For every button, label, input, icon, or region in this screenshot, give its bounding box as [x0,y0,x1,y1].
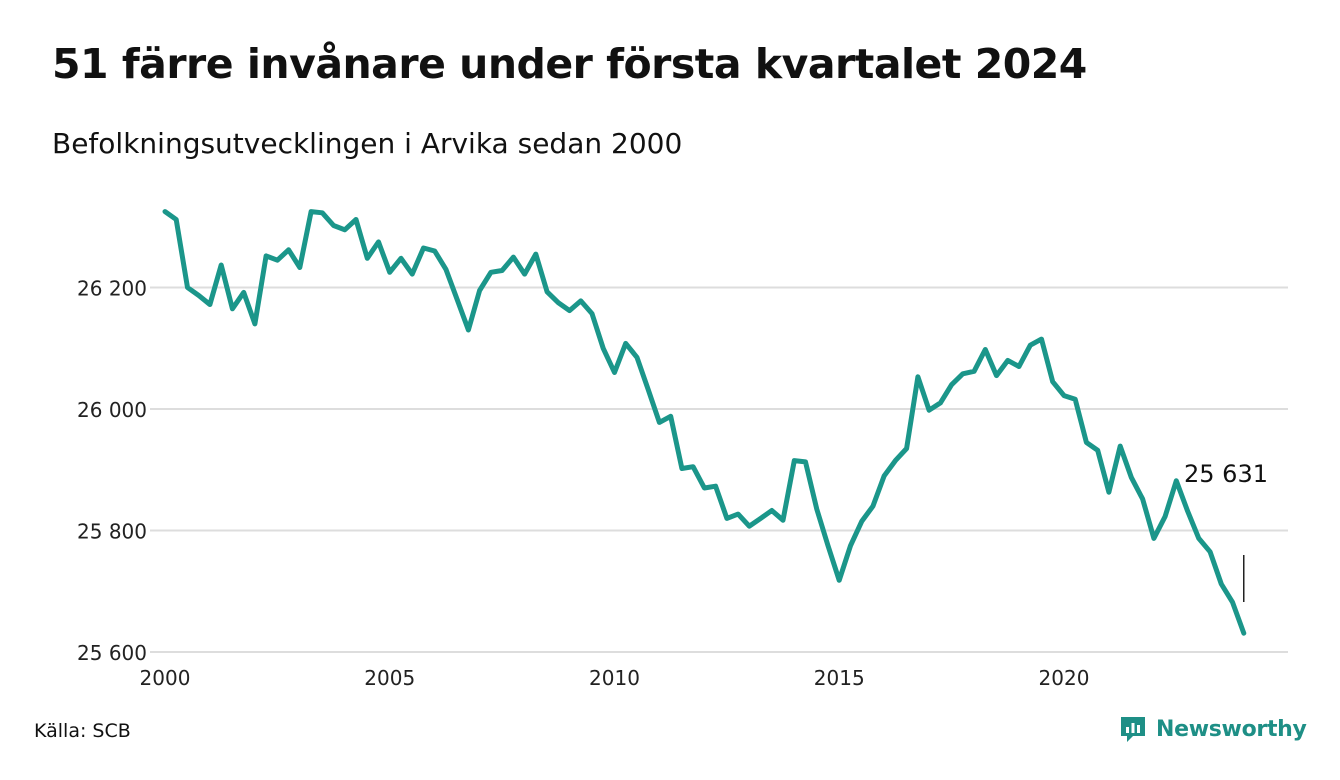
y-tick-label: 25 800 [77,520,147,544]
x-tick-label: 2010 [589,666,640,690]
newsworthy-logo-icon [1121,717,1145,742]
y-tick-label: 25 600 [77,641,147,665]
line-chart: 25 600 25 800 26 000 26 200 2000 2005 2010 201… [77,209,1288,690]
y-tick-label: 26 000 [77,398,147,422]
brand-name: Newsworthy [1156,716,1307,742]
x-axis-ticks: 2000 2005 2010 2015 2020 [140,666,1090,690]
series-layer [162,209,1247,636]
chart-title: 51 färre invånare under första kvartalet… [52,40,1087,88]
x-tick-label: 2020 [1039,666,1090,690]
annotation-layer: 25 631 [1184,460,1268,602]
brand-logo[interactable]: Newsworthy [1118,714,1307,744]
gridlines [150,286,1288,653]
chart-subtitle: Befolkningsutvecklingen i Arvika sedan 2… [52,127,683,160]
y-axis-ticks: 25 600 25 800 26 000 26 200 [77,277,147,666]
source-note: Källa: SCB [34,720,131,742]
y-tick-label: 26 200 [77,277,147,301]
annotation-label: 25 631 [1184,460,1268,488]
x-tick-label: 2000 [140,666,191,690]
x-tick-label: 2005 [364,666,415,690]
series-line [162,209,1247,636]
x-tick-label: 2015 [814,666,865,690]
